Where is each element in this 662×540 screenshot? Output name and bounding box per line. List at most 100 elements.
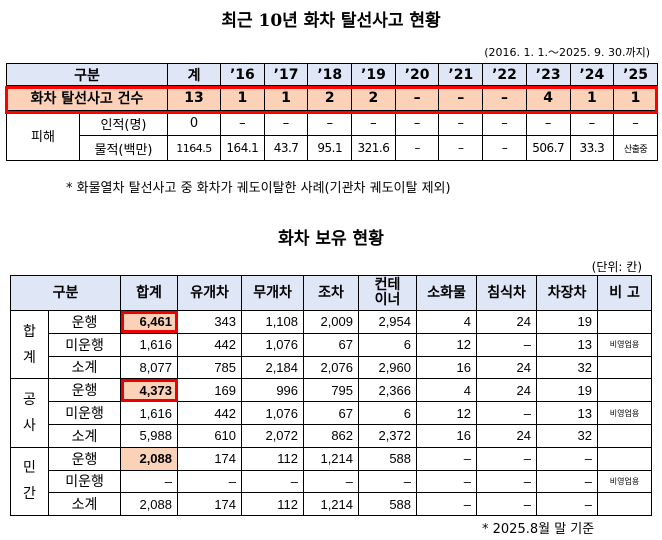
value-cell: 588 (358, 492, 418, 517)
value-cell: – (120, 469, 179, 494)
value-cell: 112 (241, 492, 305, 517)
value-cell: 1 (569, 85, 615, 111)
period-note: (2016. 1. 1.～2025. 9. 30.까지) (484, 46, 650, 59)
value-cell: 169 (177, 378, 243, 403)
value-cell: 174 (177, 492, 243, 517)
value-cell: – (303, 469, 360, 494)
value-cell: 8,077 (120, 355, 179, 380)
value-cell: – (358, 469, 418, 494)
title-holdings: 화차 보유 현황 (278, 229, 384, 249)
value-cell: 442 (177, 401, 243, 425)
header-cell: 침식차 (476, 275, 538, 311)
value-cell: – (536, 446, 599, 471)
value-cell: 996 (241, 378, 305, 403)
table-row: 민 간 운행 2,088 174 112 1,214 588– – – (10, 446, 653, 517)
value-cell: – (476, 401, 538, 425)
header-cell: 무개차 (241, 275, 305, 311)
value-cell: – (536, 469, 599, 494)
value-cell: 4,373 (120, 378, 179, 403)
value-cell: 16 (416, 355, 478, 380)
value-cell: 6 (358, 332, 418, 357)
table-row: 미운행 1,616 442 1,076 67 6 12–13 비영업용 (11, 401, 653, 425)
value-cell: – (525, 110, 571, 136)
value-cell: 2,088 (120, 492, 179, 517)
header-cell: 조차 (303, 275, 360, 311)
value-cell: – (416, 469, 478, 494)
value-cell: 2,372 (358, 423, 418, 448)
value-cell: 1,076 (241, 332, 305, 357)
value-cell: 174 (177, 446, 243, 471)
group-label: 민 간 (10, 446, 49, 517)
value-cell: 2,954 (358, 310, 418, 334)
value-cell: 13 (536, 332, 599, 357)
header-cell: ’16 (220, 63, 265, 86)
value-cell: 13 (536, 401, 599, 425)
row-label: 소계 (47, 492, 122, 517)
value-cell: 24 (476, 310, 538, 334)
value-cell: 442 (177, 332, 243, 357)
remark-cell: 비영업용 (597, 469, 653, 494)
header-row: 구분 합계 유개차 무개차 조차 컨테 이너 소화물 침식차 차장차 비 고 (9, 275, 653, 311)
value-cell: 32 (536, 355, 599, 380)
remark-cell (597, 378, 653, 403)
header-cell: ’25 (613, 63, 658, 86)
value-cell: – (241, 469, 305, 494)
value-cell: – (482, 135, 527, 161)
header-cell: ’22 (482, 63, 527, 86)
row-label: 소계 (47, 423, 122, 448)
header-cell: 유개차 (177, 275, 243, 311)
table-row: 소계 5,988 610 2,072 862 2,372 16 24 32 (11, 423, 653, 448)
value-cell: – (307, 110, 353, 136)
header-cell: 차장차 (536, 275, 599, 311)
table-row: 소계 2,088 174 112 1,214 588– – – (11, 492, 653, 517)
value-cell: – (536, 492, 599, 517)
value-cell: 795 (303, 378, 360, 403)
highlight-box (5, 86, 658, 114)
value-cell: – (416, 446, 478, 471)
value-cell: 588 (358, 446, 418, 471)
remark-cell (597, 423, 653, 448)
header-row: 구분 계 ’16’17’18’19’20’21’22’23’24’25 (5, 63, 658, 86)
value-cell: 785 (177, 355, 243, 380)
header-cell: 합계 (120, 275, 179, 311)
row-label: 화차 탈선사고 건수 (5, 85, 169, 111)
value-cell: 164.1 (220, 135, 265, 161)
header-cell: 비 고 (597, 275, 653, 311)
value-cell: 12 (416, 332, 478, 357)
value-cell: 43.7 (263, 135, 309, 161)
table-row: 소계 8,077 785 2,184 2,076 2,960 16 24 32 (11, 355, 653, 380)
value-cell: 16 (416, 423, 478, 448)
value-cell: 506.7 (525, 135, 571, 161)
value-cell: 19 (536, 378, 599, 403)
property-row: 물적(백만) 1164.5 164.1 43.7 95.1 321.6– – –506.7 33… (7, 135, 658, 161)
value-cell: 4 (525, 85, 571, 111)
value-cell: 610 (177, 423, 243, 448)
value-cell: 0 (167, 110, 222, 136)
header-cell: ’17 (263, 63, 309, 86)
value-cell: 2,088 (120, 446, 179, 471)
value-cell: 1,616 (120, 332, 179, 357)
value-cell: 6 (358, 401, 418, 425)
row-label: 미운행 (47, 469, 122, 494)
value-cell: – (177, 469, 243, 494)
value-cell: – (263, 110, 309, 136)
group-label: 공 사 (10, 378, 49, 448)
value-cell: – (476, 446, 538, 471)
value-cell: – (220, 110, 265, 136)
value-cell: – (476, 469, 538, 494)
value-cell: 67 (303, 332, 360, 357)
value-cell: 862 (303, 423, 360, 448)
value-cell: 1 (613, 85, 658, 111)
value-cell: 2,366 (358, 378, 418, 403)
value-cell: 24 (476, 355, 538, 380)
value-cell: 1,108 (241, 310, 305, 334)
value-cell: – (394, 135, 440, 161)
value-cell: 2,009 (303, 310, 360, 334)
value-cell: 2 (351, 85, 396, 111)
row-label: 소계 (47, 355, 122, 380)
value-cell: – (438, 110, 484, 136)
value-cell: 1164.5 (167, 135, 222, 161)
header-cell: 소화물 (416, 275, 478, 311)
value-cell: 6,461 (120, 310, 179, 334)
